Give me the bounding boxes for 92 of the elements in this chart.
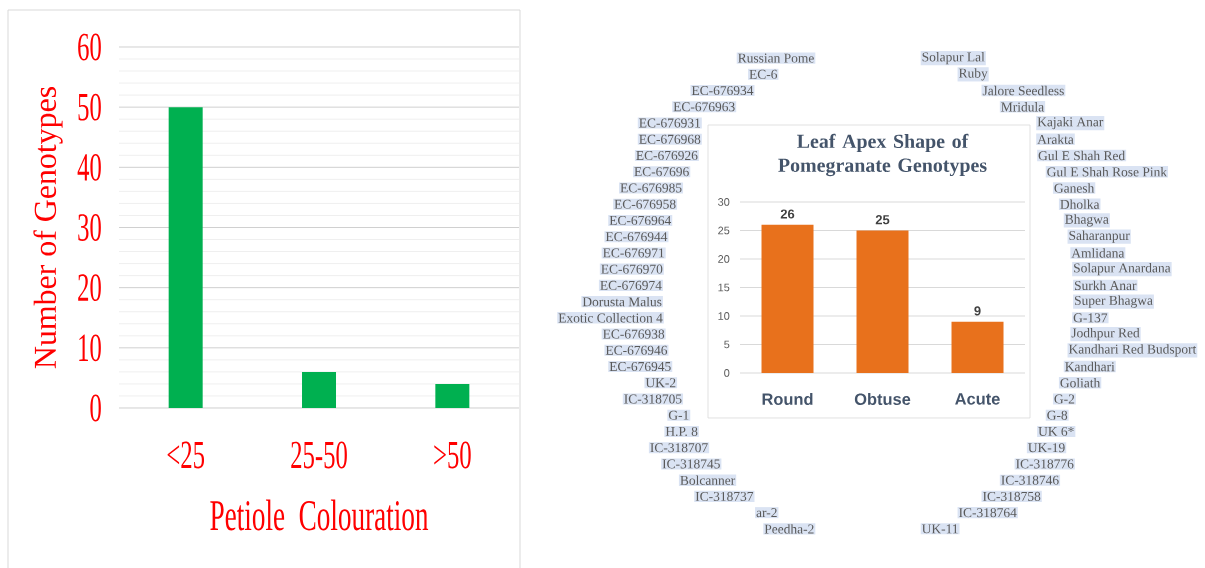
text: EC-676974 <box>600 280 662 290</box>
bar <box>302 371 337 408</box>
text: Super Bhagwa <box>1075 295 1153 308</box>
text: Solapur Lal <box>922 52 985 65</box>
text: Mridula <box>1001 102 1044 112</box>
text: IC-318745 <box>662 459 720 469</box>
text: EC-676945 <box>609 362 671 372</box>
text: EC-676938 <box>603 329 665 339</box>
y-tick-label: 40 <box>77 153 101 181</box>
data-label: 9 <box>974 306 981 316</box>
text: IC-318737 <box>695 491 754 501</box>
text: IC-318705 <box>624 394 682 404</box>
y-tick-label: 15 <box>718 283 730 292</box>
text: G-8 <box>1047 410 1068 420</box>
x-tick-label: <25 <box>167 441 205 469</box>
text: IC-318758 <box>983 491 1041 501</box>
text: G-2 <box>1054 394 1075 404</box>
text: Ruby <box>958 68 988 81</box>
y-tick-label: 0 <box>724 369 730 377</box>
text: Solapur Anardana <box>1074 263 1171 276</box>
text: Amlidana <box>1071 248 1125 258</box>
y-tick-label: 20 <box>78 274 101 302</box>
text: EC-676970 <box>601 264 663 274</box>
text: Bolcanner <box>680 475 736 485</box>
text: Ganesh <box>1054 183 1095 193</box>
bar <box>856 230 909 373</box>
data-label: 25 <box>875 215 890 225</box>
text: Dholka <box>1060 199 1100 209</box>
y-tick-label: 60 <box>78 33 101 61</box>
text: EC-676971 <box>603 248 664 258</box>
text: Arakta <box>1037 134 1074 144</box>
x-tick-label: 25-50 <box>291 441 347 469</box>
x-tick-label: Round <box>762 392 813 406</box>
text: Gul E Shah Red <box>1038 150 1125 161</box>
text: EC-676946 <box>605 345 668 355</box>
y-axis-title: Number of Genotypes <box>33 87 63 369</box>
chart-title: Leaf Apex Shape of Pomegranate Genotypes <box>778 133 987 177</box>
text: EC-676926 <box>636 150 698 161</box>
y-tick-label: 50 <box>78 93 101 121</box>
text: IC-318707 <box>650 443 708 453</box>
y-tick-label: 30 <box>78 214 101 241</box>
text: Bhagwa <box>1065 214 1109 227</box>
y-tick-label: 25 <box>718 226 730 235</box>
text: EC-676931 <box>639 118 700 128</box>
text: Kandhari <box>1065 361 1115 372</box>
text: UK-11 <box>921 524 958 534</box>
text: H.P. 8 <box>665 426 698 437</box>
text: EC-676985 <box>620 183 682 193</box>
text: EC-676968 <box>639 134 701 144</box>
bar <box>168 107 203 408</box>
text: IC-318746 <box>1001 475 1059 485</box>
y-tick-label: 5 <box>724 340 730 349</box>
text: Goliath <box>1060 378 1101 388</box>
text: IC-318776 <box>1016 459 1074 469</box>
text: Exotic Collection 4 <box>558 313 663 323</box>
text: UK 6* <box>1038 426 1074 436</box>
x-axis-title: Petiole Colouration <box>210 499 429 531</box>
text: Jalore Seedless <box>982 85 1064 96</box>
text: EC-6 <box>749 69 778 79</box>
text: Russian Pome <box>738 53 814 63</box>
text: G-1 <box>668 410 689 420</box>
bar <box>761 224 814 373</box>
y-tick-label: 10 <box>79 334 101 362</box>
text: IC-318764 <box>959 508 1017 518</box>
text: Peedha-2 <box>764 524 814 534</box>
bar <box>951 321 1004 373</box>
text: UK-19 <box>1028 443 1065 453</box>
text: Gul E Shah Rose Pink <box>1047 167 1168 177</box>
text: EC-676944 <box>605 232 668 242</box>
y-tick-label: 0 <box>90 394 101 422</box>
y-tick-label: 30 <box>718 198 730 206</box>
text: Dorusta Malus <box>582 296 662 307</box>
y-tick-label: 10 <box>718 312 730 320</box>
x-tick-label: >50 <box>434 441 471 469</box>
text: Kajaki Anar <box>1037 116 1104 130</box>
text: Jodhpur Red <box>1071 327 1140 341</box>
text: EC-676963 <box>673 102 735 112</box>
text: G-137 <box>1073 313 1108 323</box>
text: Kandhari Red Budsport <box>1068 344 1197 357</box>
text: UK-2 <box>645 378 676 388</box>
bar <box>435 383 470 408</box>
text: Saharanpur <box>1069 230 1130 243</box>
text: Surkh Anar <box>1075 280 1137 291</box>
text: EC-676934 <box>691 86 754 96</box>
y-tick-label: 20 <box>718 255 730 263</box>
x-tick-label: Acute <box>955 393 1000 405</box>
text: EC-676958 <box>614 199 676 209</box>
text: ar-2 <box>756 508 777 518</box>
data-label: 26 <box>780 209 795 219</box>
x-tick-label: Obtuse <box>854 392 911 406</box>
text: EC-676964 <box>609 215 672 225</box>
text: EC-67696 <box>634 167 689 177</box>
